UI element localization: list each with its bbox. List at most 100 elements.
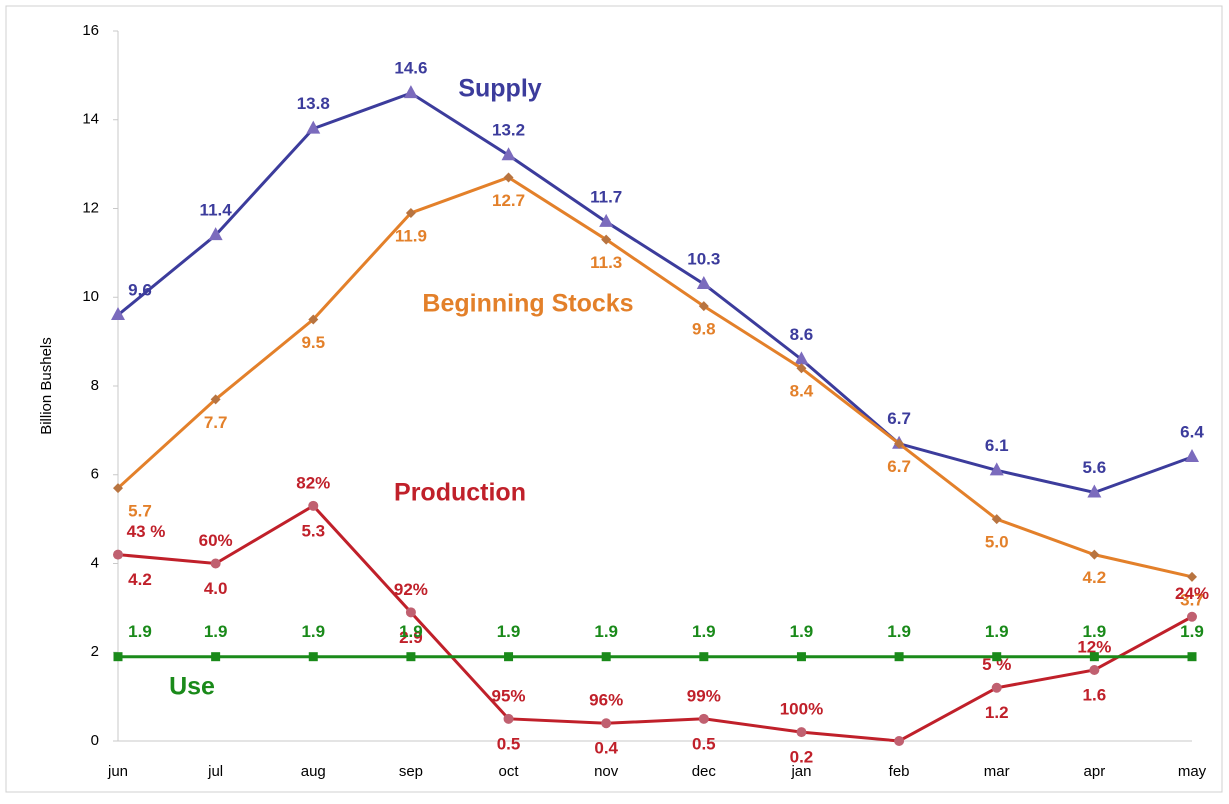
x-tick-label: jan	[790, 763, 811, 780]
x-tick-label: dec	[692, 763, 717, 780]
data-label: 7.7	[204, 413, 228, 432]
series-line	[117, 91, 1193, 495]
percent-label: 43 %	[127, 522, 166, 541]
percent-label: 82%	[296, 473, 330, 492]
marker	[308, 652, 318, 662]
data-label: 1.9	[692, 622, 716, 641]
data-label: 0.2	[790, 748, 814, 767]
data-label: 0.5	[692, 734, 716, 753]
y-tick-label: 0	[91, 732, 99, 749]
data-label: 6.7	[887, 457, 911, 476]
marker	[308, 314, 319, 325]
data-label: 11.4	[200, 201, 233, 220]
data-label: 11.3	[590, 253, 622, 272]
marker	[991, 682, 1002, 693]
x-tick-label: mar	[984, 763, 1010, 780]
series-name: Supply	[458, 75, 541, 103]
data-label: 1.9	[985, 622, 1009, 641]
y-tick-label: 4	[91, 554, 99, 571]
marker	[989, 462, 1004, 476]
data-label: 6.4	[1180, 422, 1204, 441]
data-label: 5.6	[1083, 458, 1107, 477]
data-label: 0.4	[594, 739, 618, 758]
data-label: 9.8	[692, 320, 716, 339]
data-label: 1.9	[887, 622, 911, 641]
y-tick-label: 10	[82, 288, 99, 305]
data-label: 4.2	[128, 570, 152, 589]
marker	[405, 607, 416, 618]
percent-label: 92%	[394, 580, 428, 599]
marker	[208, 227, 223, 241]
y-tick-label: 12	[82, 199, 99, 216]
marker	[1089, 665, 1100, 675]
series-name: Beginning Stocks	[422, 290, 633, 318]
x-tick-label: feb	[889, 763, 910, 780]
marker	[504, 652, 514, 662]
data-label: 6.1	[985, 436, 1009, 455]
marker	[796, 652, 806, 662]
marker	[699, 652, 709, 662]
data-label: 10.3	[687, 249, 720, 268]
data-label: 1.6	[1083, 685, 1107, 704]
data-label: 4.0	[204, 579, 228, 598]
data-label: 8.4	[790, 382, 814, 401]
data-label: 6.7	[887, 409, 911, 428]
series-line	[117, 503, 1193, 743]
marker	[1187, 571, 1197, 582]
data-label: 1.9	[301, 622, 325, 641]
data-label: 9.5	[301, 333, 325, 352]
marker	[601, 234, 612, 245]
x-tick-label: aug	[301, 763, 326, 780]
data-label: 13.2	[492, 121, 525, 140]
data-label: 3.7	[1180, 590, 1204, 609]
marker	[406, 652, 416, 662]
data-label: 5.7	[128, 502, 152, 521]
data-label: 14.6	[394, 59, 427, 78]
marker	[306, 120, 321, 134]
percent-label: 99%	[687, 686, 721, 705]
data-label: 11.7	[590, 187, 622, 206]
x-tick-label: may	[1178, 763, 1207, 780]
marker	[503, 172, 514, 183]
marker	[210, 394, 221, 405]
percent-label: 95%	[492, 686, 526, 705]
marker	[308, 500, 319, 511]
chart-frame	[5, 5, 1223, 793]
data-label: 8.6	[790, 325, 814, 344]
y-tick-label: 14	[82, 111, 99, 128]
percent-label: 100%	[780, 700, 823, 719]
marker	[1187, 652, 1197, 662]
data-label: 1.9	[594, 622, 618, 641]
marker	[796, 363, 807, 374]
data-label: 5.0	[985, 533, 1009, 552]
series-line	[116, 175, 1193, 579]
series-name: Use	[169, 673, 215, 701]
x-tick-label: jul	[207, 763, 223, 780]
data-label: 4.2	[1083, 568, 1107, 587]
marker	[1187, 611, 1197, 622]
data-label: 1.9	[1083, 622, 1107, 641]
marker	[696, 275, 711, 289]
marker	[601, 652, 611, 662]
marker	[113, 652, 123, 662]
marker	[698, 713, 709, 724]
marker	[113, 549, 123, 560]
marker	[501, 147, 516, 161]
marker	[1087, 484, 1102, 498]
marker	[599, 213, 614, 227]
y-tick-label: 8	[91, 377, 99, 394]
marker	[894, 652, 904, 662]
marker	[211, 652, 221, 662]
y-tick-label: 2	[91, 643, 99, 660]
percent-label: 60%	[199, 531, 233, 550]
marker	[894, 736, 905, 746]
data-label: 12.7	[492, 191, 525, 210]
marker	[698, 301, 709, 312]
y-tick-label: 6	[91, 466, 99, 483]
marker	[111, 307, 125, 320]
data-label: 13.8	[297, 94, 330, 113]
percent-label: 96%	[589, 691, 623, 710]
data-label: 9.6	[128, 280, 152, 299]
